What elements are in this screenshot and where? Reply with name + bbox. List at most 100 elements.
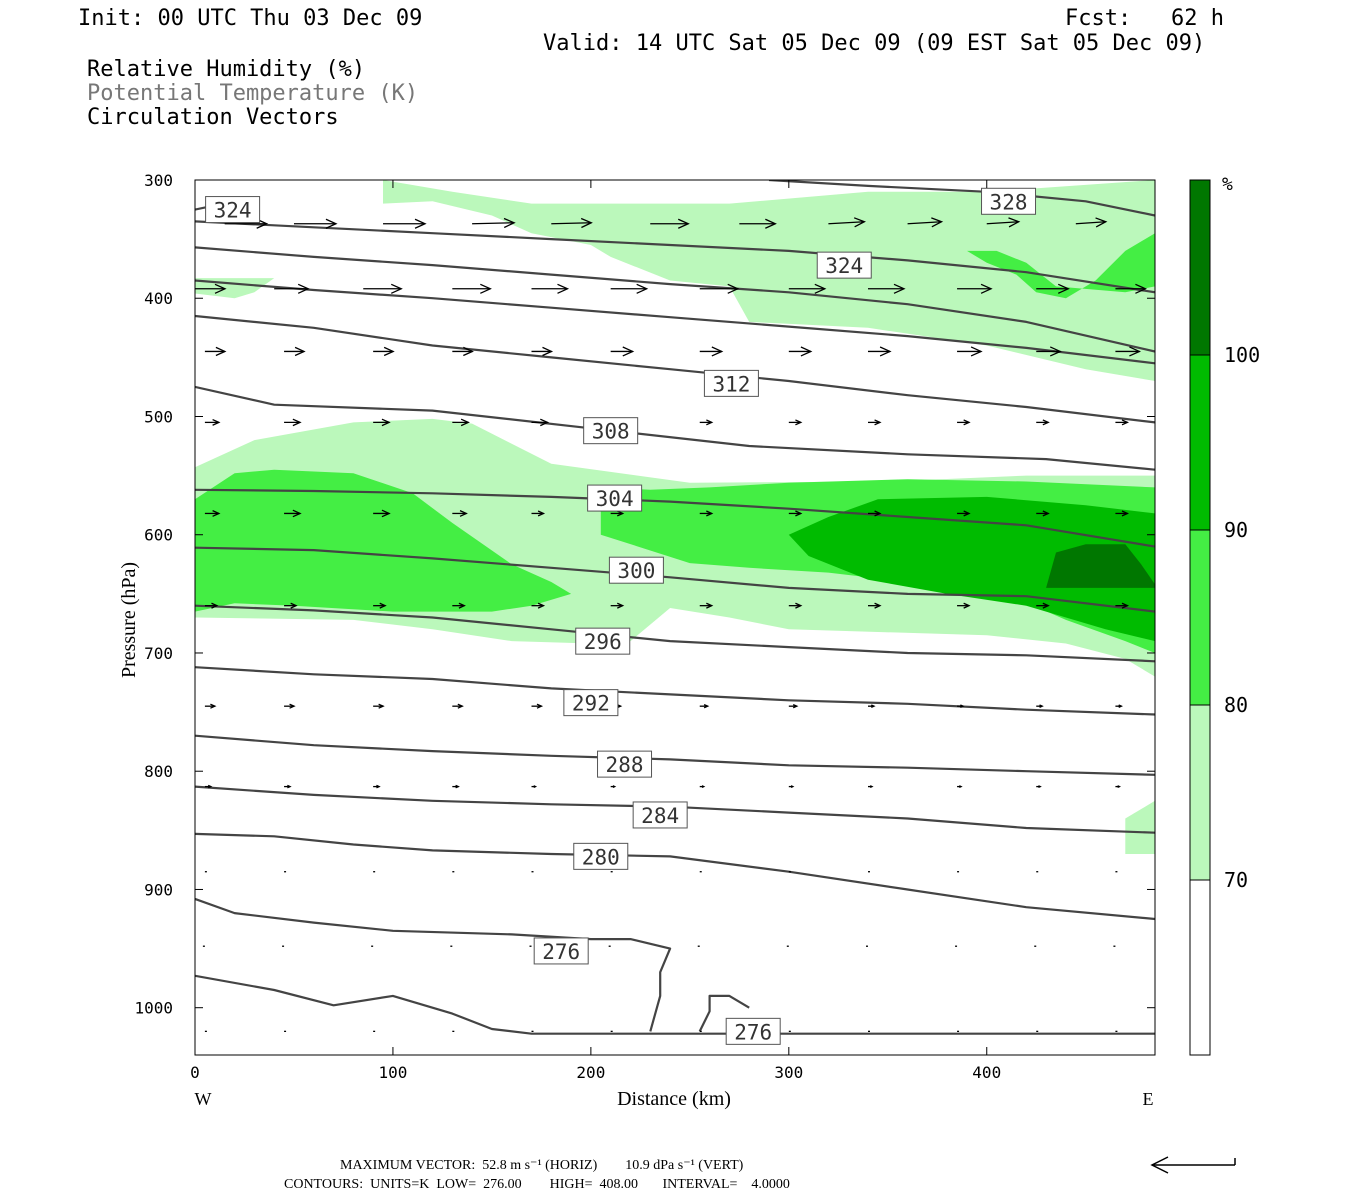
vector-head <box>1135 283 1147 294</box>
y-tick-label: 500 <box>144 407 173 426</box>
vector-head <box>292 418 302 427</box>
vector-shaft <box>1075 221 1106 225</box>
vector-head <box>289 703 296 709</box>
colorbar-level-90: 90 <box>1224 518 1248 542</box>
contour-label-box <box>573 842 629 870</box>
vector-head <box>460 418 470 427</box>
x-tick-label: 400 <box>972 1063 1001 1082</box>
vector-head <box>212 510 221 517</box>
colorbar-level-100: 100 <box>1224 343 1260 367</box>
vector-head <box>792 703 799 709</box>
vector-head <box>1121 419 1129 426</box>
rh-region-100-7 <box>788 496 1155 642</box>
vector-head <box>378 703 385 709</box>
vector-head <box>542 346 554 357</box>
rh-region-100-8 <box>1046 544 1155 588</box>
contour-label-308: 308 <box>592 420 630 444</box>
vector-head <box>963 602 971 609</box>
vector-head <box>765 218 777 229</box>
vector-head <box>874 419 882 426</box>
vector-head <box>376 784 381 789</box>
circulation-vectors <box>195 217 1155 1033</box>
vector-head <box>383 346 395 357</box>
vector-head <box>980 283 993 294</box>
contour-label-296: 296 <box>584 630 622 654</box>
vector-head <box>1117 785 1121 788</box>
vector-head <box>814 283 827 294</box>
vector-head <box>853 217 866 228</box>
contour-label-box <box>575 627 631 655</box>
theta-contour-308-6 <box>195 385 1155 471</box>
contour-label-292: 292 <box>572 692 610 716</box>
vector-head <box>379 602 387 609</box>
vector-head <box>381 418 391 427</box>
vector-head <box>893 283 906 294</box>
vector-shaft <box>1154 223 1155 224</box>
vector-shaft <box>907 221 942 225</box>
y-axis-label: Pressure (hPa) <box>118 562 140 678</box>
vector-head <box>455 784 460 789</box>
contour-label-box <box>587 484 643 512</box>
vector-head <box>871 704 876 708</box>
contours-note: CONTOURS: UNITS=K LOW= 276.00 HIGH= 408.… <box>284 1177 790 1192</box>
vector-head <box>958 785 963 788</box>
contour-label-box <box>563 689 619 717</box>
vector-head <box>537 602 546 609</box>
vector-head <box>636 283 649 294</box>
colorbar-segment-3 <box>1190 355 1210 530</box>
x-end-label-e: E <box>1143 1089 1154 1109</box>
theta-contour-276-14 <box>195 897 672 1032</box>
colorbar-segment-0 <box>1190 880 1210 1055</box>
vector-head <box>612 785 617 788</box>
init-time: Init: 00 UTC Thu 03 Dec 09 <box>78 6 423 31</box>
theta-contour-304-7 <box>195 488 1155 548</box>
vector-head <box>874 510 882 517</box>
rh-region-80-0 <box>383 180 1155 381</box>
contour-label-304: 304 <box>596 487 634 511</box>
vector-head <box>503 217 516 229</box>
rh-region-80-3 <box>1125 800 1155 854</box>
forecast-hour: Fcst: 62 h <box>1065 6 1224 31</box>
rh-region-90-5 <box>195 469 572 612</box>
x-tick-label: 0 <box>190 1063 200 1082</box>
theta-contour-280-13 <box>195 832 1155 921</box>
contour-labels: 328 324 324 312 308 304 300 296 292 288 284 280 276 2… <box>205 187 1037 1045</box>
vector-head <box>617 510 625 517</box>
contour-label-box <box>608 556 664 584</box>
y-tick-label: 400 <box>144 289 173 308</box>
contour-label-box <box>583 417 639 445</box>
theta-contour-320-3 <box>195 246 1155 353</box>
max-vector-note: MAXIMUM VECTOR: 52.8 m s⁻¹ (HORIZ) 10.9 … <box>340 1158 744 1173</box>
vector-head <box>931 217 944 228</box>
vector-head <box>463 346 474 357</box>
vector-head <box>480 283 492 294</box>
colorbar-segment-4 <box>1190 180 1210 355</box>
contour-label-box <box>597 750 653 778</box>
vector-head <box>790 785 795 788</box>
theta-contour-292-10 <box>195 666 1155 716</box>
vector-head <box>381 509 391 518</box>
vector-head <box>540 418 550 427</box>
vector-head <box>711 346 724 357</box>
vector-head <box>414 218 427 229</box>
vector-head <box>536 703 544 709</box>
vector-head <box>297 283 310 294</box>
vector-head <box>292 509 302 518</box>
contour-label-box <box>725 1017 781 1045</box>
colorbar-frame <box>1189 179 1211 1056</box>
vector-head <box>1095 217 1108 228</box>
field-theta: Potential Temperature (K) <box>87 81 419 106</box>
vector-head <box>706 419 714 426</box>
colorbar: 70 80 90 100% <box>1189 174 1260 1056</box>
theta-contour-276-15 <box>698 994 750 1032</box>
x-axis-label: Distance (km) <box>617 1088 731 1110</box>
vector-shaft <box>551 222 592 225</box>
vector-shaft <box>472 222 515 225</box>
y-tick-label: 900 <box>144 880 173 899</box>
theta-contour-324-1 <box>195 220 1155 294</box>
theta-contours <box>195 180 1155 1035</box>
vector-head <box>325 218 338 229</box>
contour-label-box <box>981 187 1037 215</box>
vector-head <box>727 283 740 294</box>
